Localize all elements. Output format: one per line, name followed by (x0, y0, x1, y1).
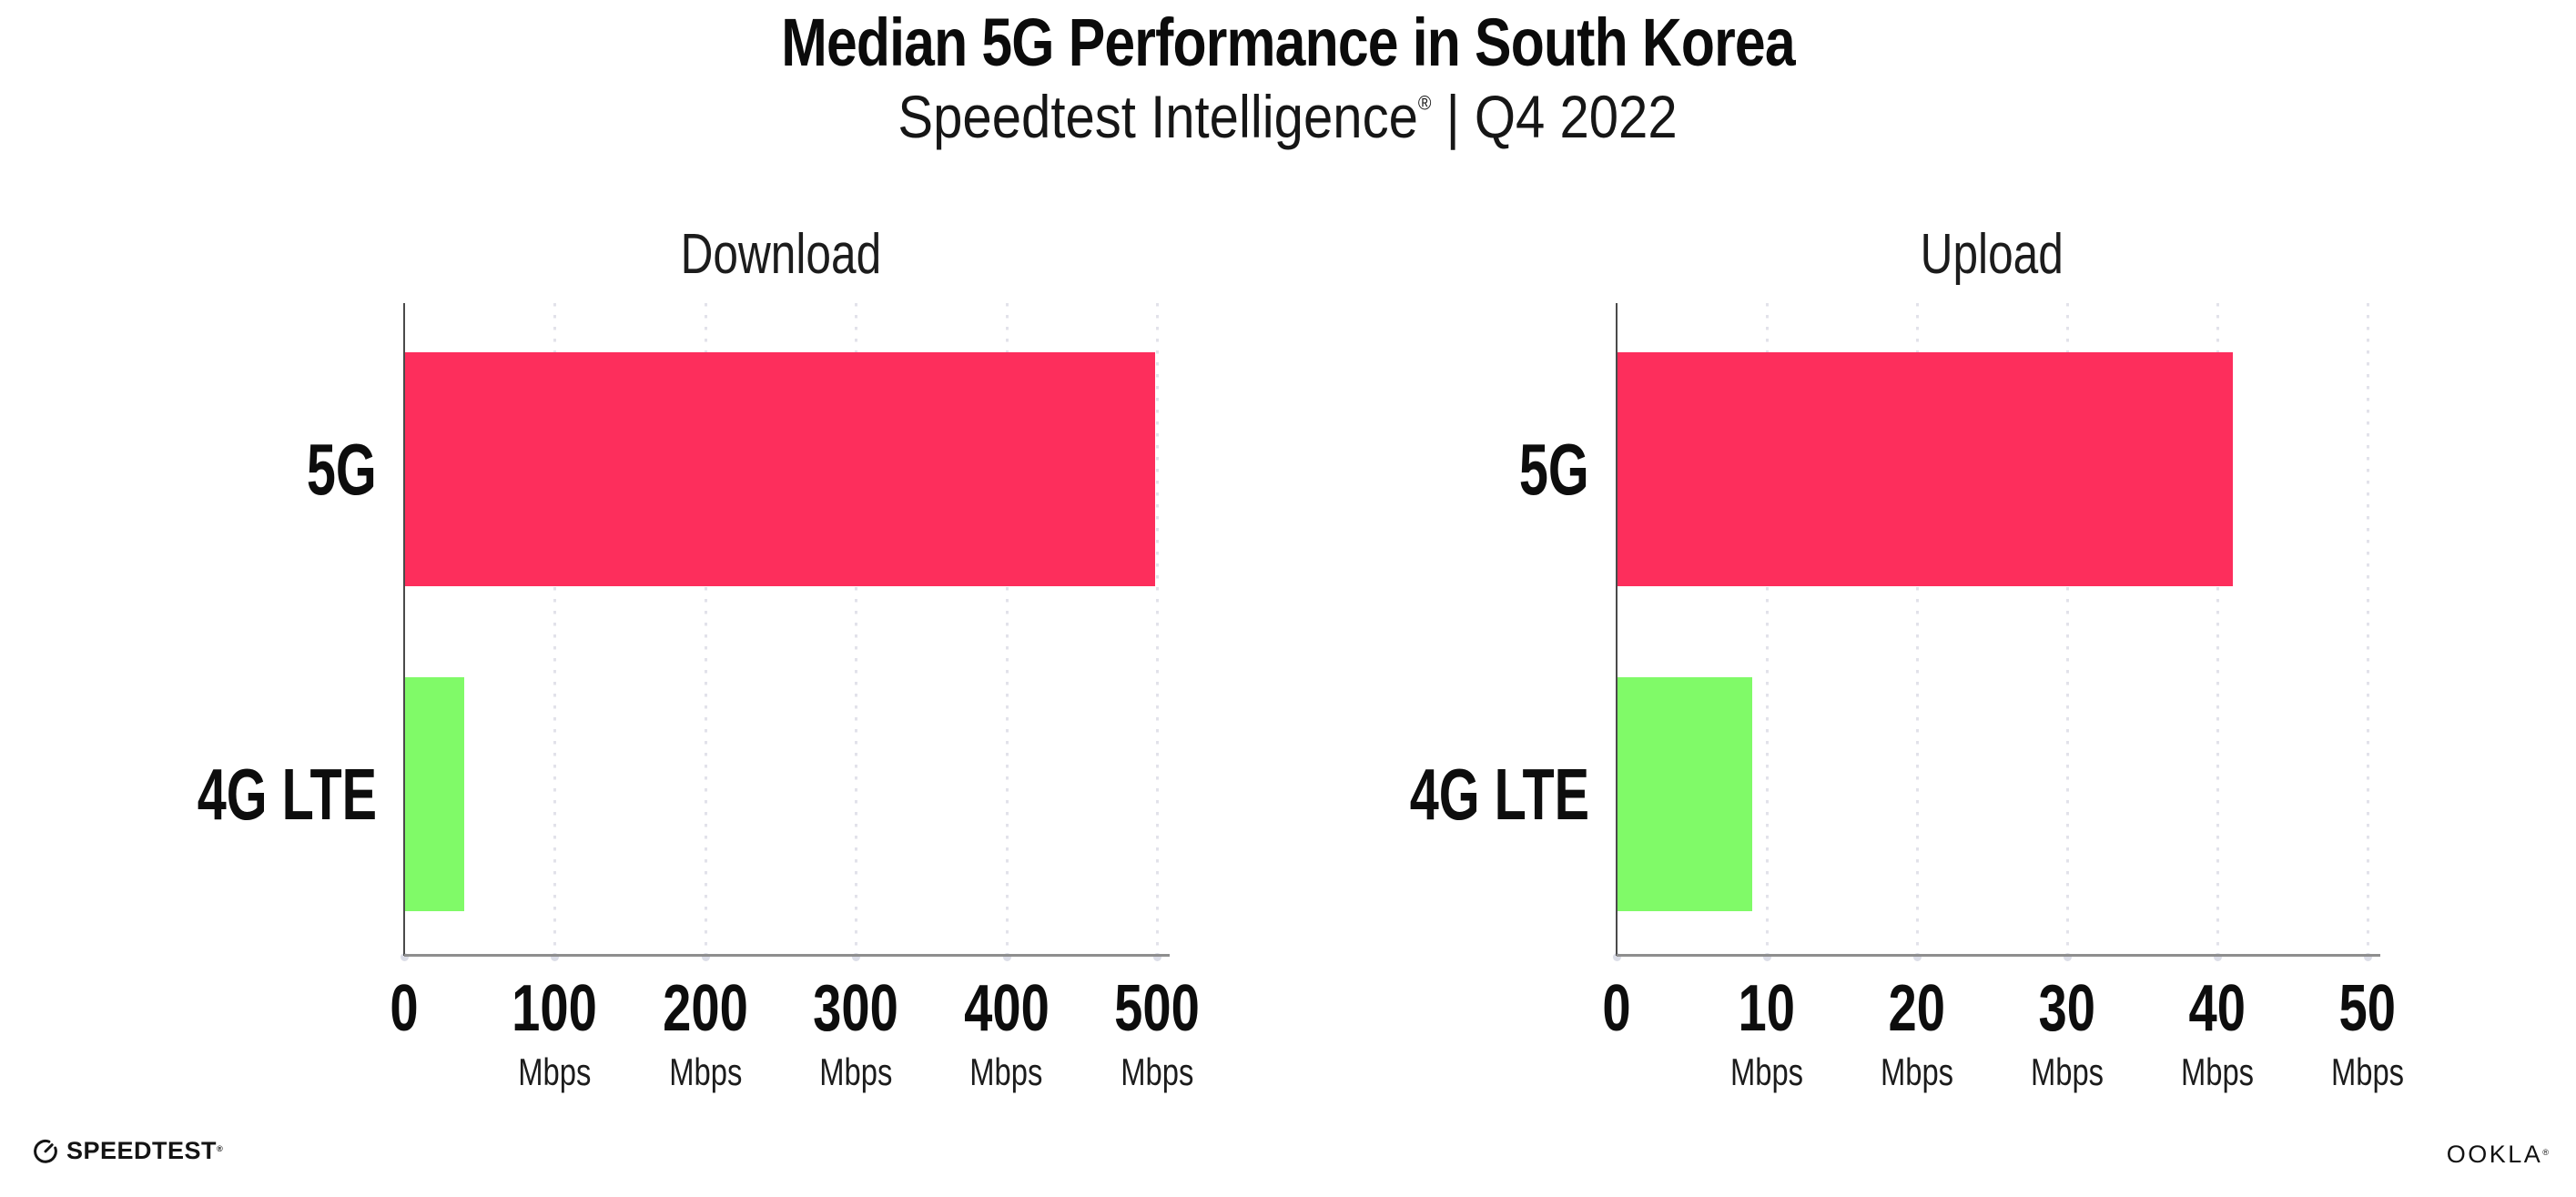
axis-tick-dot (401, 953, 409, 961)
x-tick-label-500: 500 Mbps (1102, 976, 1212, 1091)
gridline-30 (2066, 303, 2069, 956)
x-tick-label-300: 300 Mbps (801, 976, 910, 1091)
tick-unit: Mbps (668, 1050, 742, 1093)
x-tick-label-200: 200 Mbps (651, 976, 760, 1091)
registered-mark: ® (2542, 1147, 2549, 1157)
plot-area-download (401, 303, 1170, 961)
page-title: Median 5G Performance in South Korea (781, 5, 1795, 80)
subtitle-period: | Q4 2022 (1431, 83, 1678, 150)
category-axis: 5G 4G LTE (1316, 0, 1589, 1197)
page-subtitle: Speedtest Intelligence® | Q4 2022 (0, 84, 2576, 150)
subtitle-brand: Speedtest Intelligence (898, 83, 1419, 150)
axis-tick-dot (2064, 953, 2072, 961)
tick-number: 0 (390, 972, 419, 1045)
category-axis: 5G 4G LTE (104, 0, 377, 1197)
axis-tick-dot (551, 953, 560, 961)
axis-tick-dot (1763, 953, 1771, 961)
tick-number: 400 (963, 972, 1050, 1045)
gridline-200 (704, 303, 707, 956)
plot-area-upload (1613, 303, 2380, 961)
gridline-20 (1916, 303, 1919, 956)
tick-unit: Mbps (1880, 1050, 1954, 1093)
gridline-40 (2216, 303, 2219, 956)
tick-number: 500 (1114, 972, 1200, 1045)
tick-number: 100 (512, 972, 598, 1045)
tick-number: 200 (662, 972, 748, 1045)
x-tick-label-20: 20 Mbps (1871, 976, 1964, 1091)
axis-tick-dot (1913, 953, 1922, 961)
x-tick-label-50: 50 Mbps (2321, 976, 2415, 1091)
x-tick-label-0: 0 (1598, 976, 1635, 1041)
axis-tick-dot (1613, 953, 1621, 961)
registered-mark: ® (217, 1143, 223, 1153)
tick-number: 40 (2188, 972, 2246, 1045)
download-chart: Download 5G 4G LTE 0 100 Mbps 200 Mbps 300 Mbps… (198, 0, 1200, 1197)
x-tick-label-40: 40 Mbps (2171, 976, 2265, 1091)
chart-title-download: Download (680, 223, 881, 286)
tick-unit: Mbps (2180, 1050, 2255, 1093)
bar-5g (404, 352, 1156, 586)
gridline-300 (855, 303, 858, 956)
x-tick-label-100: 100 Mbps (500, 976, 609, 1091)
tick-number: 0 (1602, 972, 1631, 1045)
chart-title-upload: Upload (1920, 223, 2064, 286)
tick-number: 300 (813, 972, 899, 1045)
axis-tick-dot (1153, 953, 1161, 961)
tick-unit: Mbps (2330, 1050, 2405, 1093)
tick-number: 30 (2038, 972, 2096, 1045)
gridline-10 (1766, 303, 1769, 956)
axis-tick-dot (2214, 953, 2222, 961)
x-tick-label-400: 400 Mbps (952, 976, 1061, 1091)
category-label-5g: 5G (307, 428, 377, 510)
bar-4g-lte (1617, 677, 1752, 911)
x-tick-label-30: 30 Mbps (2021, 976, 2115, 1091)
tick-unit: Mbps (819, 1050, 893, 1093)
bar-5g (1617, 352, 2233, 586)
axis-tick-dot (701, 953, 710, 961)
category-label-5g: 5G (1519, 428, 1589, 510)
speedtest-logo: SPEEDTEST® (33, 1135, 223, 1166)
x-axis-upload: 0 10 Mbps 20 Mbps 30 Mbps 40 Mbps 50 Mbps (1602, 976, 2404, 1103)
tick-number: 50 (2338, 972, 2397, 1045)
x-tick-label-10: 10 Mbps (1720, 976, 1814, 1091)
tick-unit: Mbps (1729, 1050, 1804, 1093)
tick-unit: Mbps (969, 1050, 1043, 1093)
tick-unit: Mbps (2030, 1050, 2104, 1093)
gridline-100 (553, 303, 557, 956)
tick-unit: Mbps (518, 1050, 592, 1093)
tick-unit: Mbps (1120, 1050, 1194, 1093)
x-tick-label-0: 0 (386, 976, 422, 1041)
tick-number: 20 (1888, 972, 1946, 1045)
axis-tick-dot (852, 953, 861, 961)
ookla-wordmark: OOKLA (2446, 1141, 2543, 1168)
gridline-400 (1005, 303, 1009, 956)
x-axis-download: 0 100 Mbps 200 Mbps 300 Mbps 400 Mbps 500 Mbps (390, 976, 1199, 1103)
bar-4g-lte (404, 677, 465, 911)
ookla-logo: OOKLA® (2447, 1141, 2549, 1169)
category-label-4g-lte: 4G LTE (197, 753, 377, 835)
upload-chart: Upload 5G 4G LTE 0 10 Mbps 20 Mbps 30 Mbps 40 Mbp… (1410, 0, 2404, 1197)
gridline-500 (1156, 303, 1159, 956)
gridline-50 (2367, 303, 2369, 956)
category-label-4g-lte: 4G LTE (1409, 753, 1589, 835)
speedtest-wordmark: SPEEDTEST® (66, 1136, 223, 1164)
registered-mark: ® (1418, 91, 1432, 115)
axis-tick-dot (1002, 953, 1011, 961)
gauge-icon (34, 1140, 57, 1163)
tick-number: 10 (1738, 972, 1796, 1045)
axis-tick-dot (2364, 953, 2372, 961)
